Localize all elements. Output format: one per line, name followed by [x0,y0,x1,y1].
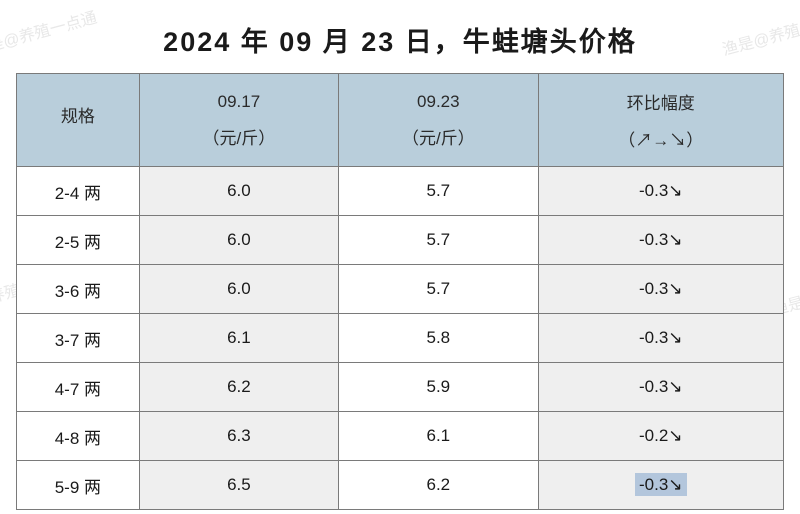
cell-price2: 6.2 [339,461,538,510]
cell-delta: -0.3↘ [538,461,783,510]
highlight-value: -0.3↘ [635,473,687,496]
header-text: 环比幅度 [539,89,783,114]
cell-price2: 5.8 [339,314,538,363]
cell-spec: 3-6 两 [17,265,140,314]
header-row: 规格 09.17 （元/斤） 09.23 （元/斤） 环比幅度 （↗→↘） [17,74,784,167]
col-spec-header: 规格 [17,74,140,167]
cell-price2: 5.7 [339,216,538,265]
cell-price1: 6.5 [139,461,338,510]
cell-spec: 5-9 两 [17,461,140,510]
cell-delta: -0.3↘ [538,363,783,412]
cell-price2: 5.9 [339,363,538,412]
cell-price1: 6.0 [139,216,338,265]
cell-price2: 5.7 [339,167,538,216]
cell-delta: -0.3↘ [538,314,783,363]
cell-spec: 2-4 两 [17,167,140,216]
table-row: 4-8 两6.36.1-0.2↘ [17,412,784,461]
cell-delta: -0.2↘ [538,412,783,461]
cell-price2: 5.7 [339,265,538,314]
price-table: 规格 09.17 （元/斤） 09.23 （元/斤） 环比幅度 （↗→↘） 2-… [16,73,784,510]
table-row: 4-7 两6.25.9-0.3↘ [17,363,784,412]
col-price1-header: 09.17 （元/斤） [139,74,338,167]
cell-delta: -0.3↘ [538,216,783,265]
table-row: 2-5 两6.05.7-0.3↘ [17,216,784,265]
page-title: 2024 年 09 月 23 日，牛蛙塘头价格 [16,10,784,73]
header-text: 09.23 [339,92,537,112]
cell-price2: 6.1 [339,412,538,461]
cell-spec: 4-7 两 [17,363,140,412]
cell-spec: 4-8 两 [17,412,140,461]
cell-spec: 3-7 两 [17,314,140,363]
cell-delta: -0.3↘ [538,265,783,314]
header-text: （元/斤） [339,124,537,149]
table-row: 2-4 两6.05.7-0.3↘ [17,167,784,216]
cell-price1: 6.1 [139,314,338,363]
header-text: （↗→↘） [539,126,783,151]
header-text: （元/斤） [140,124,338,149]
cell-price1: 6.3 [139,412,338,461]
header-text: 规格 [17,102,139,127]
col-delta-header: 环比幅度 （↗→↘） [538,74,783,167]
cell-delta: -0.3↘ [538,167,783,216]
cell-price1: 6.0 [139,167,338,216]
cell-spec: 2-5 两 [17,216,140,265]
cell-price1: 6.2 [139,363,338,412]
cell-price1: 6.0 [139,265,338,314]
table-row: 3-6 两6.05.7-0.3↘ [17,265,784,314]
col-price2-header: 09.23 （元/斤） [339,74,538,167]
table-row: 5-9 两6.56.2 -0.3↘ [17,461,784,510]
table-row: 3-7 两6.15.8-0.3↘ [17,314,784,363]
header-text: 09.17 [140,92,338,112]
